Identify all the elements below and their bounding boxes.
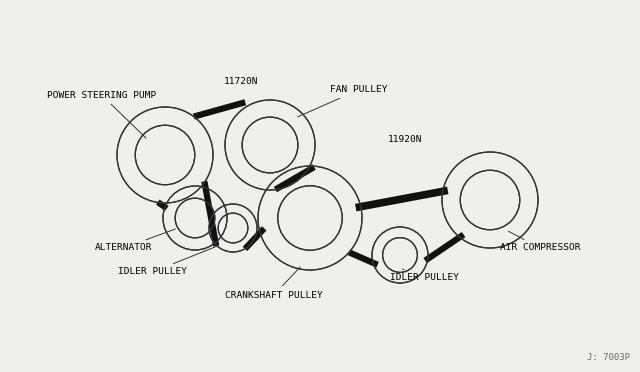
Text: FAN PULLEY: FAN PULLEY (298, 86, 387, 117)
Text: POWER STEERING PUMP: POWER STEERING PUMP (47, 90, 156, 138)
Text: IDLER PULLEY: IDLER PULLEY (390, 269, 459, 282)
Text: IDLER PULLEY: IDLER PULLEY (118, 246, 218, 276)
Text: AIR COMPRESSOR: AIR COMPRESSOR (500, 231, 580, 253)
Text: ALTERNATOR: ALTERNATOR (95, 229, 175, 253)
Text: CRANKSHAFT PULLEY: CRANKSHAFT PULLEY (225, 267, 323, 299)
Text: J: 7003P: J: 7003P (587, 353, 630, 362)
Text: 11920N: 11920N (388, 135, 422, 144)
Text: 11720N: 11720N (224, 77, 259, 87)
